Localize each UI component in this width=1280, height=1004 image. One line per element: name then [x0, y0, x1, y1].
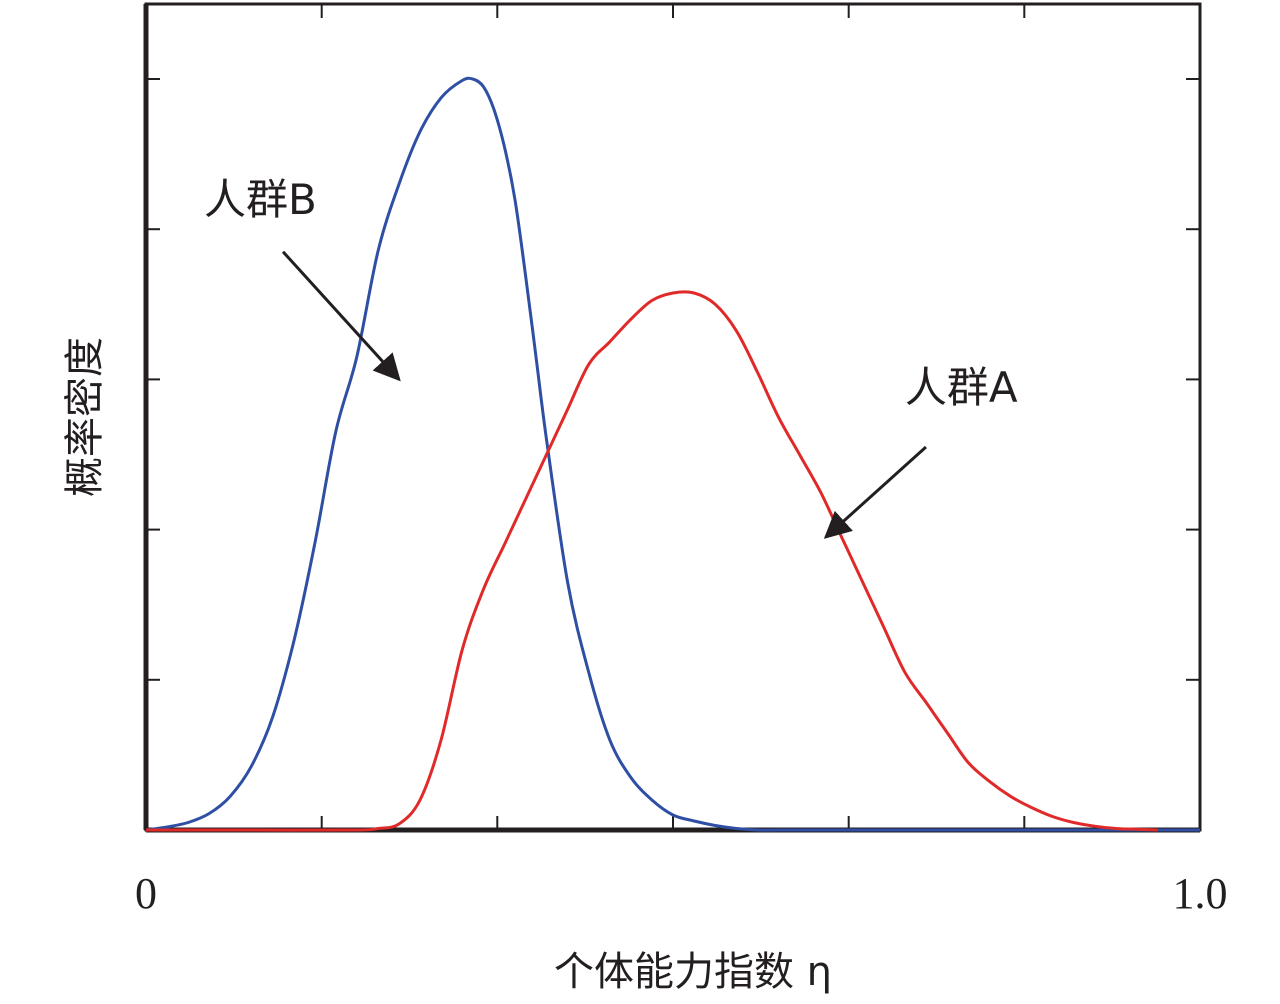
x-tick-label-1: 1.0	[1173, 869, 1228, 918]
plot-frame	[143, 2, 1202, 833]
axis-ticks	[145, 4, 1201, 831]
series-line-group-a	[146, 290, 1158, 832]
annotation-label-1: 人群A	[905, 363, 1018, 412]
annotation-label-0: 人群B	[204, 175, 317, 224]
plot-border	[144, 2, 1202, 832]
annotation-arrow-1	[823, 445, 927, 539]
x-tick-label-0: 0	[135, 869, 157, 918]
annotations: 人群B 人群A	[204, 175, 1018, 539]
axis-labels: 0 1.0 个体能力指数 η 概率密度	[62, 337, 1228, 995]
annotation-arrow-0	[281, 250, 401, 382]
series-line-group-b	[145, 76, 1200, 832]
y-axis-title: 概率密度	[62, 337, 108, 497]
x-axis-title: 个体能力指数 η	[554, 949, 832, 995]
series-lines	[145, 76, 1200, 832]
